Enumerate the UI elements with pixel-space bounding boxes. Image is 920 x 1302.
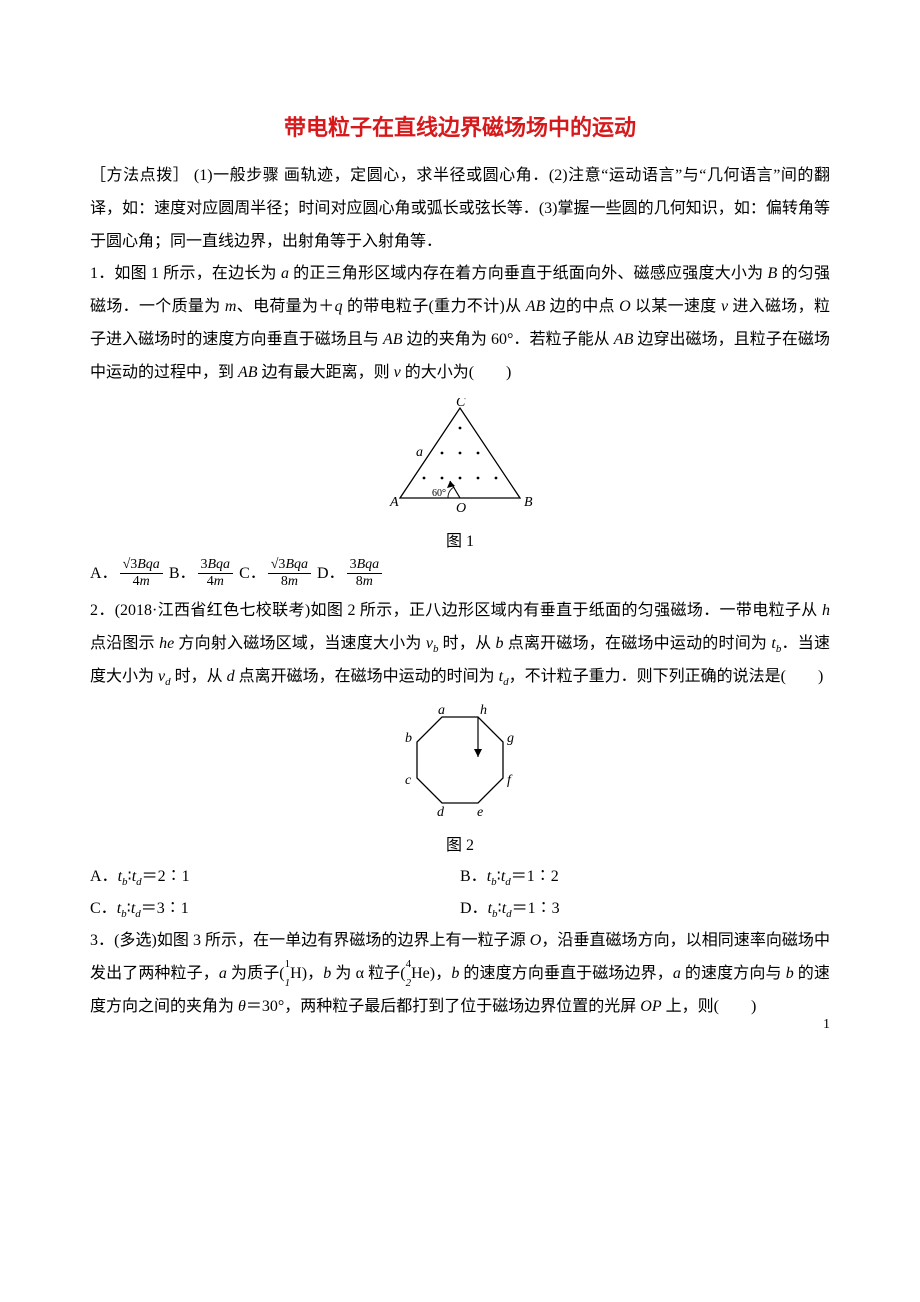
angle-label: 60°	[432, 488, 446, 499]
q1-caption: 图 1	[90, 527, 830, 551]
page-number: 1	[823, 1017, 830, 1033]
q2-opt-b: B．tb∶td＝1∶2	[460, 861, 830, 893]
q2-options: A．tb∶td＝2∶1 B．tb∶td＝1∶2	[90, 861, 830, 893]
oct-f: f	[507, 773, 513, 788]
q1-opt-c: √3Bqa8m	[268, 557, 311, 592]
q1-opt-a: √3Bqa4m	[120, 557, 163, 592]
vertex-b: B	[524, 495, 533, 510]
oct-a: a	[438, 703, 445, 718]
q1-opt-b: 3Bqa4m	[198, 557, 234, 592]
q2-caption: 图 2	[90, 831, 830, 855]
oct-d: d	[437, 805, 445, 820]
oct-g: g	[507, 731, 514, 746]
q1-options: A．√3Bqa4m B．3Bqa4m C．√3Bqa8m D．3Bqa8m	[90, 557, 830, 592]
q2-opt-c: C．tb∶td＝3∶1	[90, 893, 460, 925]
q3-stem: 3．(多选)如图 3 所示，在一单边有界磁场的边界上有一粒子源 O，沿垂直磁场方…	[90, 925, 830, 1023]
oct-b: b	[405, 731, 412, 746]
vertex-c: C	[456, 398, 466, 410]
q2-opt-d: D．tb∶td＝1∶3	[460, 893, 830, 925]
method-hint: ［方法点拨］ (1)一般步骤 画轨迹，定圆心，求半径或圆心角．(2)注意“运动语…	[90, 160, 830, 258]
point-o: O	[456, 501, 466, 516]
q1-opt-d: 3Bqa8m	[347, 557, 383, 592]
oct-e: e	[477, 805, 483, 820]
page-title: 带电粒子在直线边界磁场场中的运动	[90, 110, 830, 142]
q2-stem: 2．(2018·江西省红色七校联考)如图 2 所示，正八边形区域内有垂直于纸面的…	[90, 595, 830, 693]
page: 带电粒子在直线边界磁场场中的运动 ［方法点拨］ (1)一般步骤 画轨迹，定圆心，…	[0, 0, 920, 1063]
q2-options-2: C．tb∶td＝3∶1 D．tb∶td＝1∶3	[90, 893, 830, 925]
q2-figure: a h b g c f d e	[90, 702, 830, 827]
oct-c: c	[405, 773, 412, 788]
q2-opt-a: A．tb∶td＝2∶1	[90, 861, 460, 893]
q1-stem: 1．如图 1 所示，在边长为 a 的正三角形区域内存在着方向垂直于纸面向外、磁感…	[90, 258, 830, 389]
vertex-a: A	[389, 495, 399, 510]
octagon-diagram: a h b g c f d e	[395, 702, 525, 822]
oct-h: h	[480, 703, 487, 718]
triangle-diagram: 60° A B C O a	[380, 398, 540, 518]
q1-figure: 60° A B C O a	[90, 398, 830, 523]
side-a: a	[416, 445, 423, 460]
